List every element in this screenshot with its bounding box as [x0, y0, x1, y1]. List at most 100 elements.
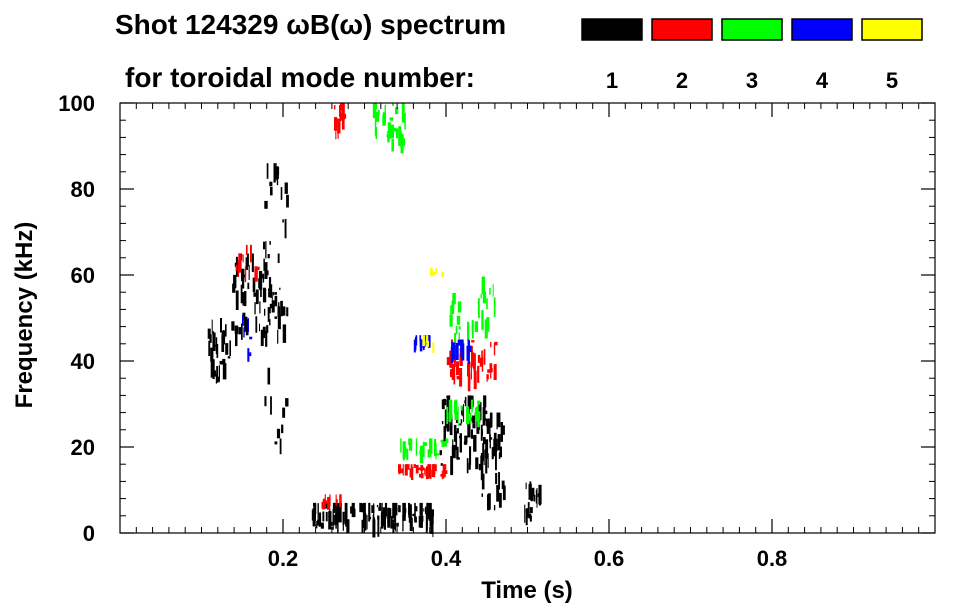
spectrum-mark	[263, 241, 265, 250]
spectrum-mark	[454, 333, 457, 344]
spectrum-mark	[459, 368, 463, 387]
spectrum-mark	[451, 342, 456, 360]
spectrum-mark	[392, 502, 395, 509]
spectrum-mark	[389, 117, 393, 121]
spectrum-mark	[248, 264, 250, 280]
spectrum-mark	[315, 524, 318, 529]
spectrum-mark	[332, 514, 335, 526]
mode-4-region-3	[450, 339, 472, 364]
spectrum-mark	[419, 451, 422, 455]
y-tick-label: 60	[71, 263, 95, 288]
spectrum-mark	[489, 412, 493, 427]
spectrum-mark	[454, 413, 458, 420]
legend-label-mode-5: 5	[886, 68, 898, 93]
spectrum-mark	[427, 449, 430, 458]
spectrum-mark	[479, 357, 483, 367]
spectrum-mark	[277, 329, 279, 344]
mode-2-region-4	[446, 339, 498, 392]
spectrum-mark	[461, 343, 465, 361]
spectrum-mark	[538, 484, 542, 505]
spectrum-mark	[528, 484, 531, 500]
spectrum-mark	[426, 502, 429, 515]
spectrum-mark	[483, 450, 485, 466]
spectrum-mark	[429, 438, 433, 454]
spectrum-mark	[286, 194, 289, 208]
spectrum-mark	[375, 127, 377, 140]
spectrum-mark	[486, 379, 488, 382]
spectrum-mark	[268, 291, 271, 298]
spectrum-mark	[498, 472, 500, 490]
spectrum-mark	[478, 402, 482, 421]
spectrum-mark	[486, 298, 488, 310]
spectrum-mark	[446, 406, 449, 424]
spectrum-mark	[453, 424, 457, 442]
spectrum-mark	[446, 420, 450, 432]
legend-label-mode-1: 1	[606, 68, 618, 93]
series-mode-1	[207, 163, 542, 538]
spectrum-mark	[444, 409, 448, 428]
spectrum-mark	[533, 494, 536, 502]
spectrum-mark	[270, 186, 273, 196]
spectrum-mark	[477, 298, 480, 319]
spectrum-mark	[210, 347, 214, 362]
spectrum-mark	[213, 370, 217, 377]
mode-1-region-2	[231, 253, 281, 347]
spectrum-mark	[406, 448, 409, 461]
spectrum-mark	[216, 366, 218, 383]
spectrum-mark	[383, 517, 386, 530]
spectrum-mark	[398, 464, 402, 474]
spectrum-mark	[332, 511, 334, 530]
spectrum-mark	[427, 341, 429, 347]
spectrum-mark	[406, 464, 410, 470]
spectrum-mark	[247, 282, 250, 290]
spectrum-mark	[478, 463, 482, 471]
spectrum-mark	[216, 344, 219, 358]
spectrum-mark	[439, 450, 441, 456]
spectrum-mark	[277, 253, 280, 263]
spectrum-mark	[530, 493, 534, 502]
spectrum-mark	[481, 453, 484, 473]
spectrum-mark	[412, 513, 415, 517]
spectrum-mark	[334, 105, 336, 110]
spectrum-mark	[467, 420, 471, 438]
spectrum-mark	[476, 421, 480, 434]
spectrum-mark	[361, 519, 364, 534]
spectrum-mark	[442, 474, 445, 479]
spectrum-mark	[483, 437, 486, 445]
spectrum-mark	[339, 113, 342, 121]
spectrum-mark	[443, 441, 447, 447]
spectrum-mark	[242, 277, 245, 289]
spectrum-mark	[271, 292, 273, 300]
spectrum-mark	[468, 462, 471, 470]
spectrum-mark	[220, 318, 222, 333]
spectrum-mark	[476, 406, 479, 419]
spectrum-mark	[535, 489, 537, 504]
spectrum-mark	[463, 441, 468, 445]
spectrum-mark	[376, 504, 379, 508]
spectrum-mark	[276, 166, 279, 186]
spectrum-mark	[482, 407, 486, 426]
spectrum-mark	[452, 445, 456, 459]
series-mode-2	[235, 103, 498, 510]
spectrum-mark	[525, 508, 529, 513]
spectrum-mark	[259, 323, 260, 332]
spectrum-mark	[423, 508, 425, 512]
spectrum-mark	[496, 445, 497, 448]
spectrum-mark	[282, 219, 284, 223]
x-tick-label: 0.8	[757, 546, 788, 571]
spectrum-mark	[260, 329, 264, 346]
spectrum-mark	[329, 494, 331, 506]
spectrum-mark	[342, 511, 345, 525]
spectrum-mark	[320, 522, 324, 529]
spectrum-mark	[413, 464, 416, 468]
spectrum-mark	[395, 107, 399, 115]
spectrum-mark	[434, 439, 437, 457]
chart-title-line2: for toroidal mode number:	[125, 62, 475, 93]
spectrum-mark	[472, 352, 475, 369]
spectrum-mark	[459, 433, 462, 453]
spectrum-mark	[391, 138, 394, 152]
spectrum-mark	[537, 493, 539, 498]
spectrum-mark	[467, 347, 470, 364]
mode-3-region-3	[446, 399, 481, 428]
spectrum-mark	[461, 406, 463, 417]
